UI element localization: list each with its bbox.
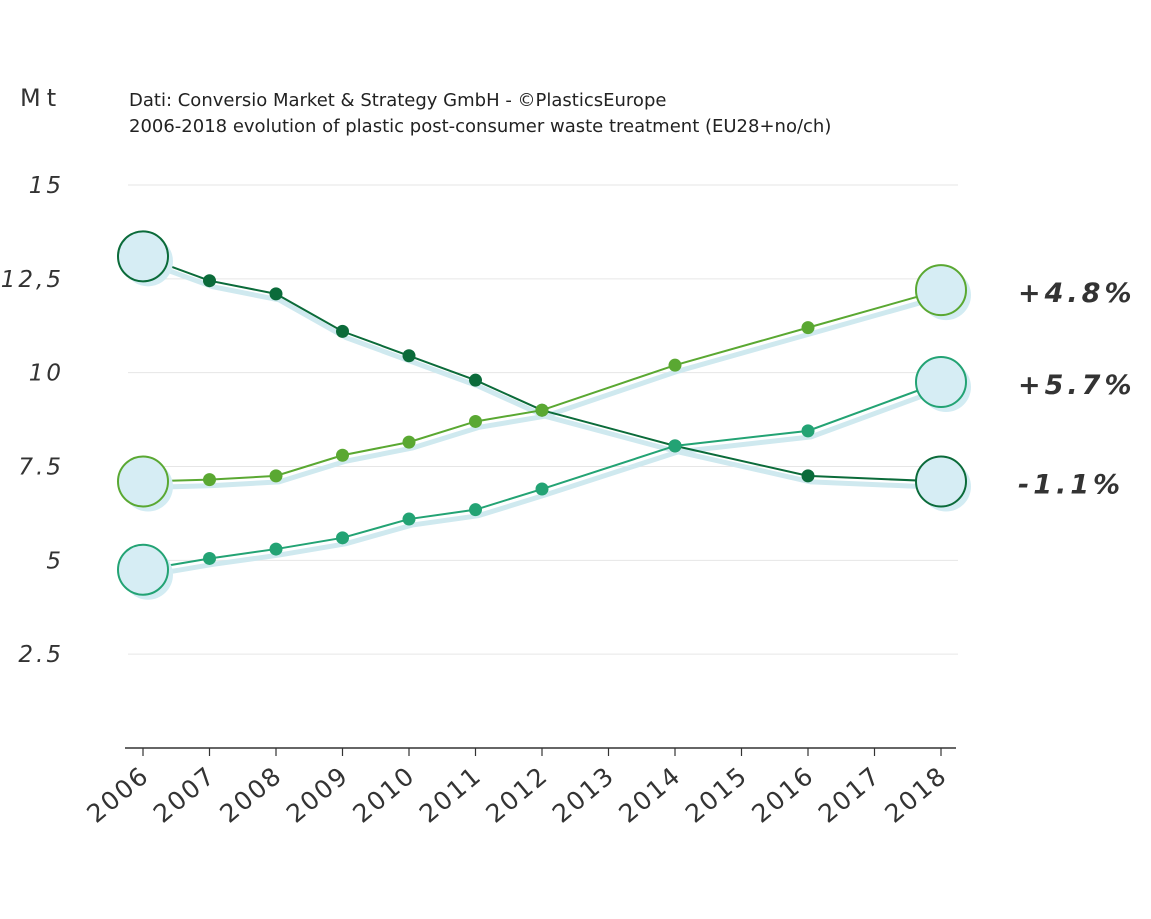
gridlines — [128, 184, 958, 655]
change-labels: -1.1% +4.8% +5.7% — [1018, 278, 1136, 501]
endpoint-marker — [915, 264, 967, 317]
endpoint-marker — [117, 455, 169, 508]
x-tick-label: 2012 — [480, 760, 554, 828]
data-point — [269, 542, 283, 556]
data-point — [801, 469, 815, 483]
x-tick-label: 2010 — [347, 760, 421, 828]
x-tick-label: 2016 — [746, 760, 820, 828]
data-point — [203, 274, 216, 288]
data-point — [535, 403, 549, 417]
data-point — [535, 482, 549, 496]
series-line — [142, 381, 942, 571]
series-points — [117, 230, 971, 600]
chart-caption: Dati: Conversio Market & Strategy GmbH -… — [129, 88, 831, 140]
data-point — [801, 321, 815, 335]
x-tick-label: 2018 — [879, 760, 953, 828]
y-tick-label: 10 — [29, 361, 64, 387]
y-tick-label: 2.5 — [18, 642, 64, 668]
x-tick-label: 2007 — [148, 760, 222, 828]
series-shadow-line — [143, 385, 947, 579]
source-text: Dati: Conversio Market & Strategy GmbH -… — [129, 90, 667, 111]
endpoint-marker — [915, 455, 967, 508]
data-point — [402, 512, 416, 526]
data-point — [336, 324, 349, 338]
y-axis-ticks: 15 12,5 10 7.5 5 2.5 — [1, 173, 64, 668]
series-line — [142, 289, 942, 483]
x-tick-label: 2014 — [613, 760, 687, 828]
data-point — [801, 424, 815, 438]
change-label: -1.1% — [1018, 470, 1124, 501]
change-label: +4.8% — [1018, 278, 1136, 309]
change-label: +5.7% — [1018, 370, 1136, 401]
data-point — [668, 358, 682, 372]
data-point — [469, 414, 482, 428]
series-shadows — [143, 259, 947, 579]
series-line — [142, 255, 942, 483]
data-point — [336, 448, 349, 462]
series-lines — [142, 255, 942, 571]
data-point — [269, 287, 283, 301]
x-tick-label: 2011 — [414, 760, 488, 828]
endpoint-marker — [915, 356, 967, 409]
chart-title: 2006-2018 evolution of plastic post-cons… — [129, 116, 832, 137]
data-point — [469, 503, 482, 517]
y-tick-label: 12,5 — [1, 267, 64, 293]
data-point — [402, 435, 416, 449]
data-point — [203, 473, 216, 487]
x-tick-label: 2009 — [281, 760, 355, 828]
x-tick-label: 2017 — [813, 760, 887, 828]
data-point — [469, 373, 482, 387]
series-shadow-line — [143, 293, 947, 491]
endpoint-marker — [117, 230, 169, 283]
data-point — [402, 349, 416, 363]
x-tick-label: 2008 — [214, 760, 288, 828]
x-tick-label: 2013 — [547, 760, 621, 828]
data-point — [336, 531, 349, 545]
data-point — [203, 551, 216, 565]
endpoint-marker — [117, 543, 169, 596]
x-tick-label: 2015 — [680, 760, 754, 828]
series-shadow-line — [143, 259, 947, 491]
data-point — [668, 439, 682, 453]
data-point — [269, 469, 283, 483]
y-tick-label: 7.5 — [18, 455, 64, 481]
x-tick-label: 2006 — [81, 760, 155, 828]
y-tick-label: 15 — [29, 173, 64, 199]
y-tick-label: 5 — [46, 548, 64, 574]
unit-label: Mt — [20, 84, 63, 112]
x-axis: 2006200720082009201020112012201320142015… — [81, 747, 956, 829]
